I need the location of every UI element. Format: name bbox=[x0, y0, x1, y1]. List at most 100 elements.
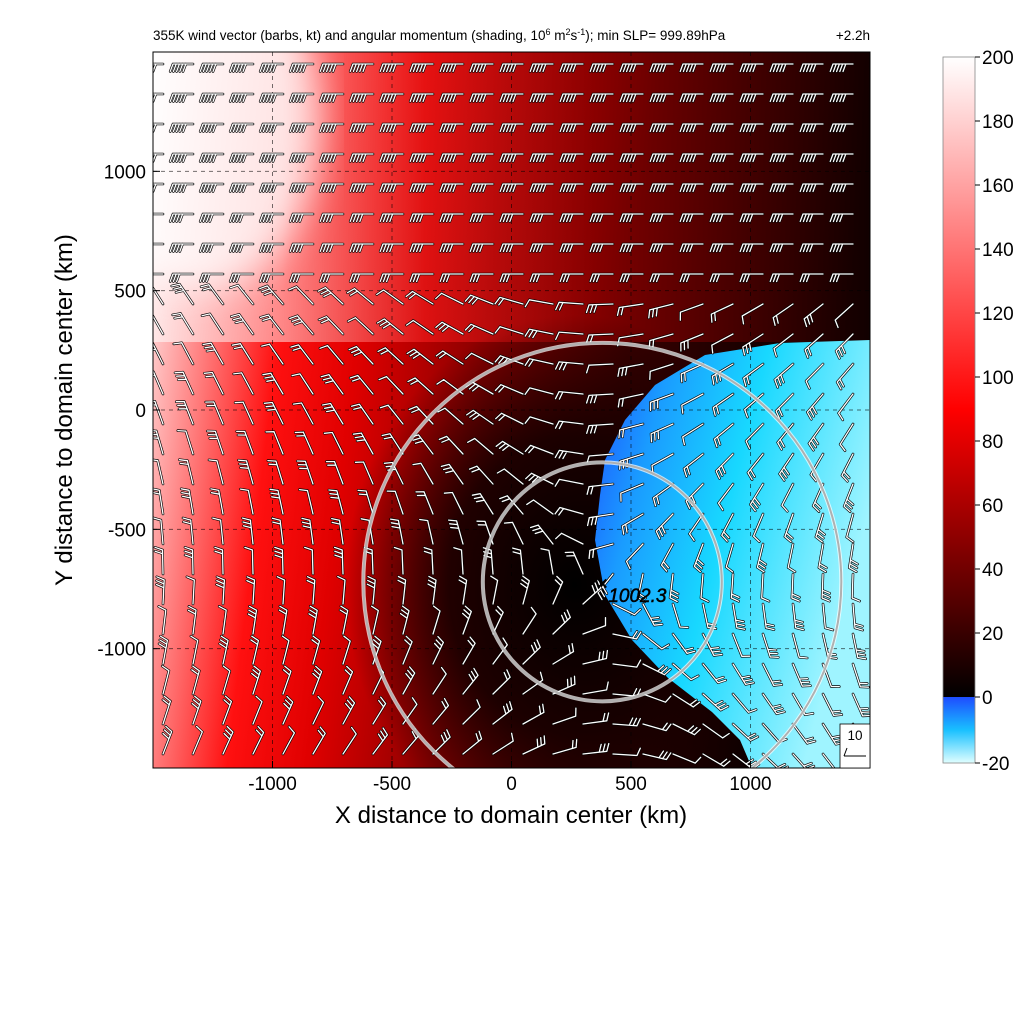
wind-barb bbox=[464, 293, 495, 306]
wind-barb bbox=[153, 370, 165, 396]
wind-barb bbox=[228, 242, 255, 253]
wind-barb bbox=[845, 512, 855, 544]
wind-barb bbox=[503, 521, 525, 546]
wind-barb bbox=[778, 452, 795, 482]
wind-barb bbox=[221, 694, 233, 726]
wind-barb bbox=[307, 605, 319, 636]
wind-barb bbox=[551, 642, 575, 666]
wind-barb bbox=[554, 419, 585, 430]
wind-barb bbox=[401, 696, 419, 726]
wind-barb bbox=[768, 272, 795, 283]
wind-barb bbox=[756, 542, 768, 574]
wind-barb bbox=[346, 287, 375, 306]
wind-barb bbox=[468, 92, 495, 103]
wind-barb bbox=[618, 242, 645, 253]
wind-barb bbox=[701, 722, 731, 740]
wind-barb bbox=[828, 92, 855, 103]
wind-barb bbox=[585, 482, 615, 496]
wind-barb bbox=[155, 575, 166, 606]
wind-barb bbox=[245, 575, 256, 606]
x-tick-label: 1000 bbox=[729, 774, 771, 795]
wind-barb bbox=[708, 242, 735, 253]
wind-barb bbox=[768, 152, 795, 163]
wind-barb bbox=[491, 732, 515, 756]
radius-rings bbox=[361, 340, 844, 768]
wind-barb bbox=[228, 62, 255, 73]
wind-barb bbox=[712, 392, 735, 417]
wind-barb bbox=[585, 302, 615, 314]
wind-barb bbox=[558, 62, 585, 73]
wind-barb bbox=[407, 405, 435, 426]
colorbar-tick-label: 20 bbox=[982, 624, 1003, 645]
wind-barb bbox=[581, 649, 609, 666]
wind-barb bbox=[408, 182, 435, 193]
wind-barb bbox=[730, 572, 741, 603]
wind-barb bbox=[281, 725, 296, 756]
x-tick-label: 500 bbox=[615, 774, 647, 795]
wind-barb bbox=[731, 602, 746, 631]
wind-barb bbox=[447, 518, 465, 546]
wind-barb bbox=[173, 370, 195, 396]
wind-barb bbox=[217, 605, 228, 636]
wind-barb bbox=[491, 668, 512, 696]
wind-barb bbox=[611, 746, 642, 757]
wind-barb bbox=[529, 523, 555, 546]
wind-barb bbox=[498, 62, 525, 73]
wind-barb bbox=[281, 664, 293, 696]
wind-barb bbox=[321, 402, 345, 426]
wind-barb bbox=[235, 430, 255, 456]
wind-barb bbox=[466, 437, 495, 456]
y-tick-label: 1000 bbox=[104, 162, 146, 183]
wind-barb bbox=[804, 362, 825, 390]
wind-barb bbox=[618, 152, 645, 163]
wind-barb bbox=[850, 572, 861, 603]
wind-barb bbox=[179, 487, 195, 516]
wind-barb bbox=[798, 242, 825, 253]
wind-barb bbox=[618, 92, 645, 103]
wind-barb bbox=[260, 342, 285, 366]
wind-barb bbox=[851, 662, 870, 689]
wind-barb bbox=[375, 288, 405, 306]
wind-barb bbox=[264, 430, 285, 456]
wind-barb bbox=[461, 698, 482, 726]
wind-barb bbox=[493, 296, 525, 307]
wind-barb bbox=[780, 482, 795, 513]
wind-barb bbox=[211, 516, 225, 546]
wind-barb bbox=[814, 512, 826, 544]
wind-barb bbox=[378, 242, 405, 253]
wind-barb bbox=[327, 488, 345, 516]
wind-barb bbox=[298, 488, 315, 516]
wind-barb bbox=[708, 272, 735, 283]
wind-barb bbox=[731, 632, 752, 658]
wind-barb bbox=[172, 341, 195, 366]
wind-barb bbox=[678, 182, 705, 193]
wind-barb bbox=[317, 315, 345, 336]
wind-barb bbox=[717, 482, 735, 512]
barb-legend-icon bbox=[843, 747, 866, 757]
wind-barb bbox=[680, 392, 705, 415]
wind-barb bbox=[684, 482, 705, 510]
barb-legend-label: 10 bbox=[847, 728, 862, 743]
wind-barb bbox=[288, 212, 315, 223]
wind-barb bbox=[648, 62, 675, 73]
radius-ring-inner bbox=[362, 341, 843, 768]
wind-barb bbox=[611, 716, 642, 728]
wind-barb bbox=[221, 664, 232, 696]
wind-barb bbox=[189, 634, 199, 666]
wind-barb bbox=[768, 212, 795, 223]
wind-barb bbox=[708, 182, 735, 193]
wind-barb bbox=[411, 462, 435, 486]
wind-barb bbox=[523, 386, 555, 396]
wind-barb bbox=[468, 122, 495, 133]
wind-barb bbox=[338, 604, 349, 636]
wind-barb bbox=[250, 664, 262, 696]
wind-barb bbox=[438, 92, 465, 103]
wind-barb bbox=[378, 62, 405, 73]
wind-barb bbox=[523, 415, 555, 426]
wind-barb bbox=[708, 212, 735, 223]
wind-barb bbox=[287, 285, 315, 306]
wind-barb bbox=[641, 632, 670, 651]
wind-barb bbox=[348, 122, 375, 133]
wind-barb bbox=[711, 362, 735, 386]
